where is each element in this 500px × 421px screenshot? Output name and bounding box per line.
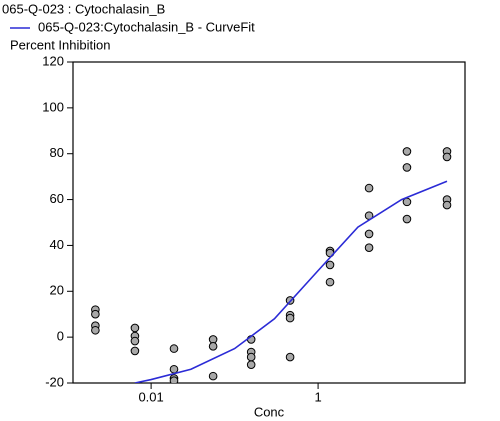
- data-point: [325, 277, 335, 287]
- data-point: [246, 360, 256, 369]
- y-tick-label: 60: [50, 191, 64, 206]
- data-point: [169, 344, 179, 353]
- y-tick-label: 40: [50, 237, 64, 252]
- y-tick-label: 80: [50, 145, 64, 160]
- legend-label: 065-Q-023 : Cytochalasin_B: [2, 1, 165, 16]
- data-point: [325, 260, 335, 270]
- data-point: [208, 371, 218, 381]
- y-tick-label: -20: [45, 374, 64, 389]
- plot-frame: [72, 61, 466, 384]
- data-point: [364, 229, 374, 239]
- data-point: [169, 364, 179, 374]
- data-point: [208, 342, 218, 351]
- y-tick-label: 0: [57, 329, 64, 344]
- plot-area: [91, 147, 452, 383]
- data-point: [364, 243, 374, 253]
- data-point: [285, 313, 295, 323]
- data-point: [246, 352, 256, 362]
- data-point: [442, 152, 452, 162]
- data-point: [169, 376, 179, 383]
- data-point: [285, 352, 295, 362]
- x-tick-label: 1: [314, 389, 321, 404]
- data-point: [402, 163, 412, 172]
- data-point: [91, 309, 100, 319]
- y-tick-label: 100: [42, 99, 64, 114]
- x-tick-label: 0.01: [138, 389, 163, 404]
- data-point: [402, 147, 412, 156]
- y-tick-label: 20: [50, 283, 64, 298]
- data-point: [364, 183, 374, 193]
- curve-fit: [134, 180, 448, 383]
- data-point: [442, 200, 452, 210]
- data-point: [130, 336, 140, 346]
- data-point: [402, 214, 412, 224]
- data-point: [91, 325, 100, 335]
- legend-label: 065-Q-023:Cytochalasin_B - CurveFit: [38, 19, 255, 34]
- data-point: [130, 323, 140, 333]
- x-axis-title: Conc: [254, 404, 285, 419]
- data-point: [130, 346, 140, 356]
- y-tick-label: 120: [42, 53, 64, 68]
- y-axis-title: Percent Inhibition: [10, 37, 110, 52]
